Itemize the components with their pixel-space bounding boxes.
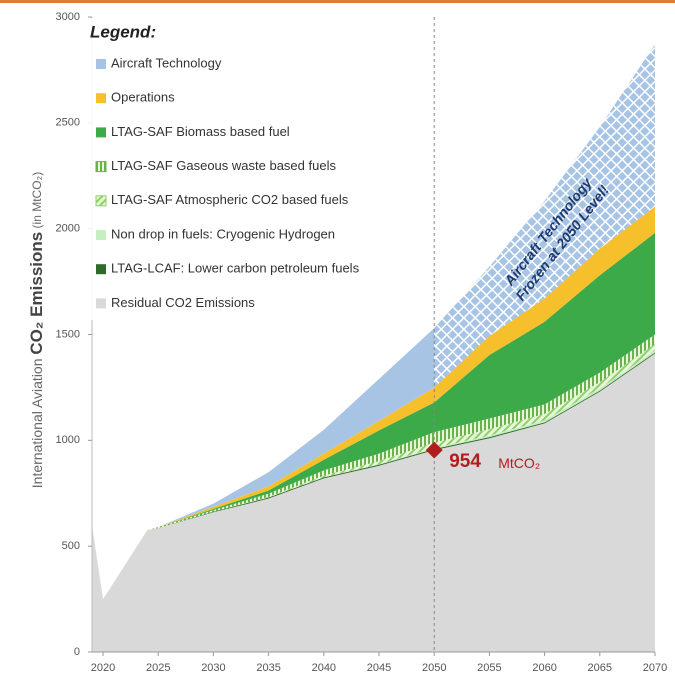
legend-box (84, 18, 432, 320)
y-tick-label: 500 (62, 540, 80, 552)
legend-label: Residual CO2 Emissions (111, 295, 255, 310)
marker-value: 954 (449, 451, 481, 472)
legend-label: LTAG-LCAF: Lower carbon petroleum fuels (111, 261, 360, 276)
legend-label: Non drop in fuels: Cryogenic Hydrogen (111, 226, 335, 241)
y-tick-label: 2000 (56, 223, 80, 235)
x-tick-label: 2050 (422, 662, 446, 674)
marker (425, 441, 443, 459)
x-tick-label: 2045 (367, 662, 391, 674)
legend-label: LTAG-SAF Biomass based fuel (111, 124, 290, 139)
legend-label: LTAG-SAF Gaseous waste based fuels (111, 158, 336, 173)
top-rule (0, 0, 675, 3)
legend-swatch (96, 127, 106, 138)
area (92, 353, 655, 652)
marker-unit: MtCO₂ (498, 455, 540, 471)
legend-swatch (96, 298, 106, 309)
legend-label: Operations (111, 90, 175, 105)
y-axis-label: International Aviation CO₂ Emissions (in… (27, 172, 46, 488)
legend-swatch (96, 264, 106, 275)
legend: Legend: Residual CO2 Emissions LTAG-LCAF: … (84, 18, 432, 320)
legend-swatch (95, 161, 107, 173)
x-tick-label: 2035 (256, 662, 280, 674)
legend-swatch (96, 59, 106, 69)
legend-swatch (96, 230, 106, 240)
legend-title: Legend: (90, 22, 156, 41)
area (92, 206, 655, 600)
x-tick-label: 2025 (146, 662, 170, 674)
x-tick-label: 2020 (91, 662, 115, 674)
y-tick-label: 3000 (56, 11, 80, 23)
x-tick-label: 2070 (643, 662, 667, 674)
x-tick-label: 2055 (477, 662, 501, 674)
y-tick-label: 0 (74, 646, 80, 658)
y-tick-label: 1000 (56, 434, 80, 446)
legend-swatch (95, 195, 107, 207)
y-tick-label: 2500 (56, 117, 80, 129)
x-tick-label: 2060 (532, 662, 556, 674)
y-tick-label: 1500 (56, 328, 80, 340)
frozen-hatch (434, 44, 655, 388)
x-tick-label: 2065 (588, 662, 612, 674)
x-tick-label: 2030 (201, 662, 225, 674)
legend-label: LTAG-SAF Atmospheric CO2 based fuels (111, 192, 349, 207)
legend-label: Aircraft Technology (111, 55, 222, 70)
x-tick-label: 2040 (312, 662, 336, 674)
legend-swatch (96, 93, 106, 104)
